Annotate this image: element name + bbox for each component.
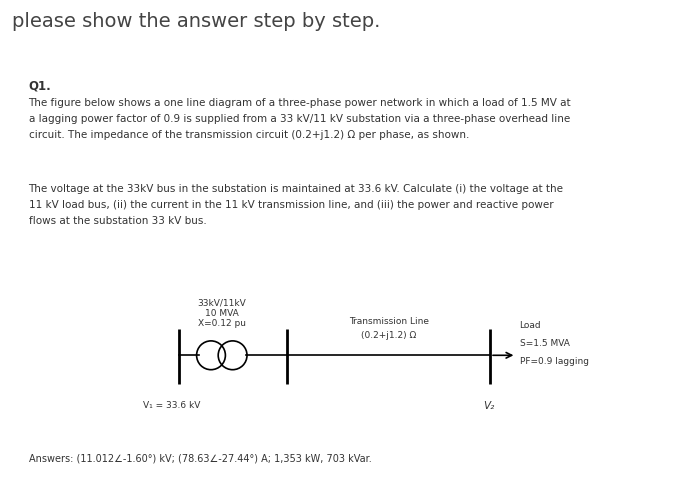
Text: Transmission Line: Transmission Line — [348, 316, 429, 325]
Text: 33kV/11kV: 33kV/11kV — [197, 298, 246, 307]
Text: Load: Load — [520, 320, 541, 329]
Text: V₁ = 33.6 kV: V₁ = 33.6 kV — [143, 400, 200, 409]
Text: V₂: V₂ — [483, 400, 495, 410]
Text: S=1.5 MVA: S=1.5 MVA — [520, 338, 570, 348]
Text: (0.2+j1.2) Ω: (0.2+j1.2) Ω — [361, 330, 416, 339]
Text: Answers: (11.012∠-1.60°) kV; (78.63∠-27.44°) A; 1,353 kW, 703 kVar.: Answers: (11.012∠-1.60°) kV; (78.63∠-27.… — [28, 453, 371, 463]
Text: 10 MVA: 10 MVA — [205, 308, 239, 317]
Text: PF=0.9 lagging: PF=0.9 lagging — [520, 357, 589, 366]
Text: Q1.: Q1. — [28, 80, 51, 93]
Text: please show the answer step by step.: please show the answer step by step. — [12, 12, 381, 31]
Text: X=0.12 pu: X=0.12 pu — [198, 318, 246, 327]
Text: The figure below shows a one line diagram of a three-phase power network in whic: The figure below shows a one line diagra… — [28, 98, 571, 140]
Text: The voltage at the 33kV bus in the substation is maintained at 33.6 kV. Calculat: The voltage at the 33kV bus in the subst… — [28, 183, 564, 225]
